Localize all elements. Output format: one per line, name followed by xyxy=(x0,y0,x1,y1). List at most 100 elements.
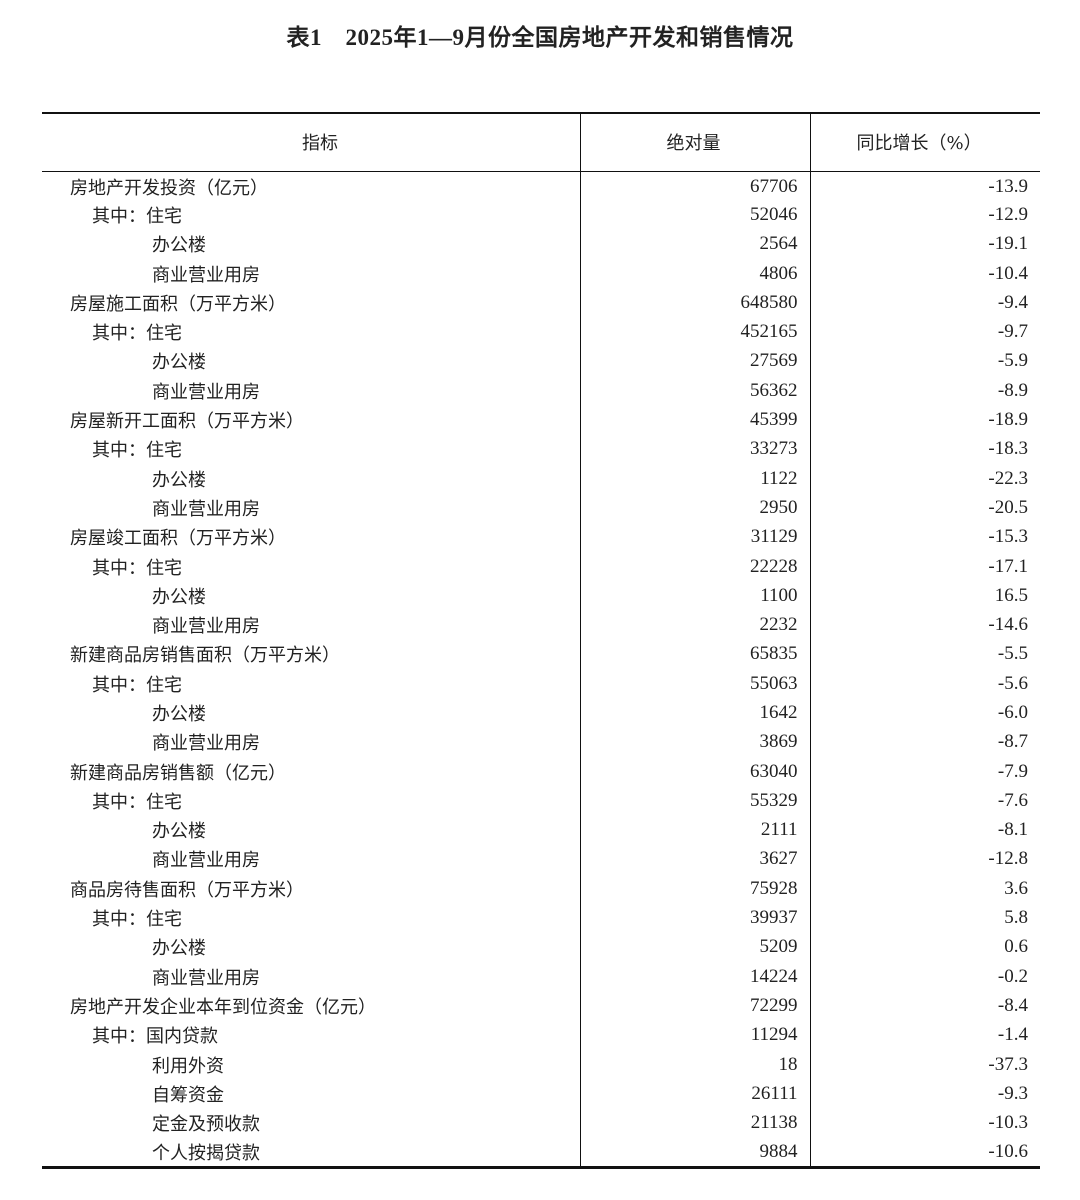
row-yoy: -5.9 xyxy=(809,346,1040,377)
row-yoy: -12.9 xyxy=(809,200,1040,230)
row-value: 45399 xyxy=(579,405,810,435)
row-yoy: 3.6 xyxy=(809,874,1040,904)
table-row: 房地产开发投资（亿元） 67706 -13.9 xyxy=(42,171,1040,201)
table-row: 其中：住宅 52046 -12.9 xyxy=(42,200,1040,230)
row-yoy: -0.2 xyxy=(809,962,1040,992)
header-yoy: 同比增长（%） xyxy=(809,112,1040,172)
row-value: 39937 xyxy=(579,903,810,933)
row-yoy: -1.4 xyxy=(809,1020,1040,1050)
table-row: 新建商品房销售额（亿元） 63040 -7.9 xyxy=(42,756,1040,787)
row-label: 其中：住宅 xyxy=(92,674,182,696)
row-value: 21138 xyxy=(579,1108,810,1138)
row-label: 办公楼 xyxy=(152,821,206,843)
row-label: 其中：住宅 xyxy=(92,440,182,462)
row-value: 1642 xyxy=(579,698,810,728)
table-row: 其中：住宅 452165 -9.7 xyxy=(42,317,1040,347)
row-yoy: -19.1 xyxy=(809,229,1040,259)
row-yoy: -5.6 xyxy=(809,669,1040,699)
table-row: 其中：住宅 22228 -17.1 xyxy=(42,551,1040,582)
row-value: 9884 xyxy=(579,1137,810,1169)
table-row: 商业营业用房 4806 -10.4 xyxy=(42,258,1040,289)
row-value: 72299 xyxy=(579,991,810,1021)
row-value: 2564 xyxy=(579,229,810,259)
row-value: 1100 xyxy=(579,581,810,611)
row-yoy: -10.3 xyxy=(809,1108,1040,1138)
table-row: 自筹资金 26111 -9.3 xyxy=(42,1079,1040,1109)
row-value: 5209 xyxy=(579,932,810,963)
table-row: 个人按揭贷款 9884 -10.6 xyxy=(42,1137,1040,1169)
row-yoy: -6.0 xyxy=(809,698,1040,728)
row-label: 房地产开发企业本年到位资金（亿元） xyxy=(70,996,376,1018)
row-yoy: -8.9 xyxy=(809,376,1040,406)
row-value: 2111 xyxy=(579,815,810,845)
row-label: 办公楼 xyxy=(152,938,206,960)
row-yoy: -15.3 xyxy=(809,522,1040,552)
table-title: 表1 2025年1—9月份全国房地产开发和销售情况 xyxy=(286,25,794,50)
table-row: 房地产开发企业本年到位资金（亿元） 72299 -8.4 xyxy=(42,991,1040,1021)
row-label: 房屋竣工面积（万平方米） xyxy=(70,528,286,550)
row-value: 31129 xyxy=(579,522,810,552)
row-label: 商业营业用房 xyxy=(152,616,260,638)
row-yoy: -8.4 xyxy=(809,991,1040,1021)
row-value: 2232 xyxy=(579,610,810,640)
row-yoy: -20.5 xyxy=(809,493,1040,523)
table-row: 商业营业用房 2232 -14.6 xyxy=(42,610,1040,640)
row-value: 452165 xyxy=(579,317,810,347)
row-label: 自筹资金 xyxy=(152,1084,224,1106)
row-yoy: 0.6 xyxy=(809,932,1040,963)
row-yoy: -9.7 xyxy=(809,317,1040,347)
row-label: 房屋施工面积（万平方米） xyxy=(70,293,286,315)
row-label: 新建商品房销售面积（万平方米） xyxy=(70,645,340,667)
row-yoy: -18.9 xyxy=(809,405,1040,435)
row-label: 办公楼 xyxy=(152,352,206,374)
row-label: 其中：住宅 xyxy=(92,557,182,579)
table-row: 办公楼 27569 -5.9 xyxy=(42,346,1040,377)
row-label: 商品房待售面积（万平方米） xyxy=(70,879,304,901)
table-row: 办公楼 2564 -19.1 xyxy=(42,229,1040,259)
row-value: 2950 xyxy=(579,493,810,523)
header-row: 指标 绝对量 同比增长（%） xyxy=(42,112,1040,172)
table-row: 办公楼 1642 -6.0 xyxy=(42,698,1040,728)
table-row: 房屋新开工面积（万平方米） 45399 -18.9 xyxy=(42,405,1040,435)
row-value: 18 xyxy=(579,1049,810,1080)
table-row: 其中：住宅 39937 5.8 xyxy=(42,903,1040,933)
row-yoy: -10.4 xyxy=(809,258,1040,289)
row-value: 56362 xyxy=(579,376,810,406)
header-indicator: 指标 xyxy=(42,112,580,172)
row-label: 办公楼 xyxy=(152,469,206,491)
row-yoy: -7.9 xyxy=(809,756,1040,787)
row-label: 其中：住宅 xyxy=(92,909,182,931)
header-absolute: 绝对量 xyxy=(579,112,810,172)
row-label: 新建商品房销售额（亿元） xyxy=(70,762,286,784)
row-value: 26111 xyxy=(579,1079,810,1109)
row-value: 67706 xyxy=(579,171,810,201)
table-row: 办公楼 5209 0.6 xyxy=(42,932,1040,963)
row-yoy: -14.6 xyxy=(809,610,1040,640)
row-yoy: -12.8 xyxy=(809,844,1040,875)
row-yoy: -8.7 xyxy=(809,727,1040,757)
row-yoy: 16.5 xyxy=(809,581,1040,611)
row-value: 55063 xyxy=(579,669,810,699)
row-label: 商业营业用房 xyxy=(152,733,260,755)
row-value: 3627 xyxy=(579,844,810,875)
row-label: 商业营业用房 xyxy=(152,967,260,989)
row-yoy: 5.8 xyxy=(809,903,1040,933)
row-yoy: -7.6 xyxy=(809,786,1040,816)
row-label: 房地产开发投资（亿元） xyxy=(70,177,268,199)
table-row: 其中：住宅 33273 -18.3 xyxy=(42,434,1040,464)
row-label: 商业营业用房 xyxy=(152,381,260,403)
table-row: 商业营业用房 3627 -12.8 xyxy=(42,844,1040,875)
row-yoy: -18.3 xyxy=(809,434,1040,464)
table-row: 其中：国内贷款 11294 -1.4 xyxy=(42,1020,1040,1050)
row-value: 22228 xyxy=(579,551,810,582)
row-label: 商业营业用房 xyxy=(152,498,260,520)
row-value: 4806 xyxy=(579,258,810,289)
row-label: 利用外资 xyxy=(152,1055,224,1077)
row-yoy: -9.3 xyxy=(809,1079,1040,1109)
row-value: 27569 xyxy=(579,346,810,377)
table-row: 商业营业用房 2950 -20.5 xyxy=(42,493,1040,523)
row-yoy: -13.9 xyxy=(809,171,1040,201)
row-value: 648580 xyxy=(579,288,810,318)
row-label: 个人按揭贷款 xyxy=(42,1137,580,1169)
row-value: 65835 xyxy=(579,639,810,670)
